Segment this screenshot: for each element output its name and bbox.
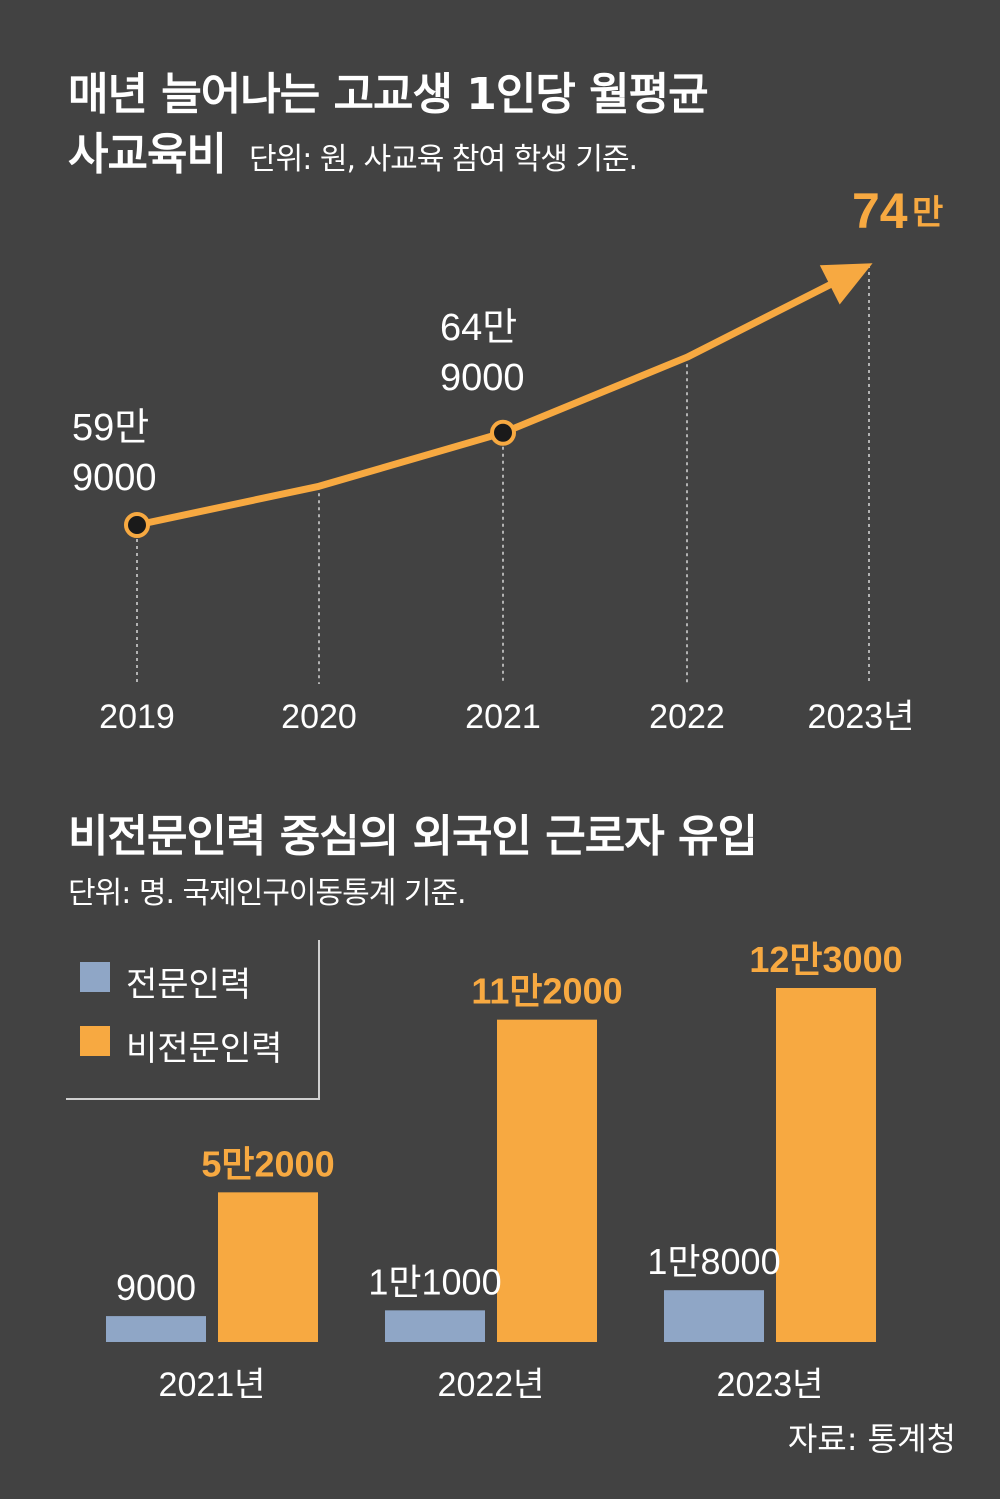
bar-x-tick-label-0: 2021년 xyxy=(159,1366,266,1404)
line-chart: 2019 2020 2021 2022 2023년 59만 9000 64만 9000 74 만 xyxy=(72,183,943,736)
bar-value-label-professional-1: 1만1000 xyxy=(368,1261,501,1302)
bar-professional-2021년 xyxy=(106,1316,206,1342)
legend-divider-horizontal xyxy=(66,1098,320,1100)
x-tick-label-1: 2020 xyxy=(281,698,357,736)
x-tick-label-4: 2023년 xyxy=(808,698,915,736)
x-tick-label-2: 2021 xyxy=(465,698,541,736)
bar-professional-2023년 xyxy=(664,1290,764,1342)
x-tick-label-3: 2022 xyxy=(649,698,725,736)
bar-x-tick-label-2: 2023년 xyxy=(717,1366,824,1404)
bar-chart-unit: 단위: 명. 국제인구이동통계 기준. xyxy=(68,876,467,911)
x-tick-label-0: 2019 xyxy=(99,698,175,736)
bar-professional-2022년 xyxy=(385,1310,485,1342)
bar-chart-title: 비전문인력 중심의 외국인 근로자 유입 xyxy=(68,811,758,862)
legend-swatch-professional xyxy=(80,962,110,992)
point-label-2019-line0: 59만 xyxy=(72,407,149,449)
bar-nonprofessional-2022년 xyxy=(497,1019,597,1342)
source-credit: 자료: 통계청 xyxy=(787,1420,956,1458)
point-label-2023-number: 74 xyxy=(852,183,908,239)
bar-nonprofessional-2023년 xyxy=(776,988,876,1342)
legend-label-nonprofessional: 비전문인력 xyxy=(126,1029,283,1069)
legend-divider-vertical xyxy=(318,940,320,1100)
line-chart-unit: 단위: 원, 사교육 참여 학생 기준. xyxy=(249,142,638,177)
data-point-2019 xyxy=(124,512,150,538)
bar-value-label-nonprofessional-2: 12만3000 xyxy=(749,939,902,980)
legend-label-professional: 전문인력 xyxy=(126,965,252,1005)
line-chart-title-line1: 매년 늘어나는 고교생 1인당 월평균 xyxy=(68,69,709,120)
data-point-2021 xyxy=(490,419,516,446)
bar-nonprofessional-2021년 xyxy=(218,1192,318,1342)
bar-x-tick-label-1: 2022년 xyxy=(438,1366,545,1404)
arrow-head xyxy=(819,263,873,305)
bar-value-label-nonprofessional-0: 5만2000 xyxy=(201,1143,334,1184)
point-label-2023-unit: 만 xyxy=(912,193,943,233)
line-chart-title-row: 사교육비 단위: 원, 사교육 참여 학생 기준. xyxy=(68,118,638,182)
bar-value-label-nonprofessional-1: 11만2000 xyxy=(471,971,622,1012)
point-label-2021-line1: 9000 xyxy=(440,357,525,399)
bar-value-label-professional-0: 9000 xyxy=(116,1267,196,1308)
point-label-2019-line1: 9000 xyxy=(72,457,157,499)
legend-swatch-nonprofessional xyxy=(80,1026,110,1056)
bar-value-label-professional-2: 1만8000 xyxy=(647,1241,780,1282)
line-chart-title-line2: 사교육비 xyxy=(68,129,227,180)
point-label-2021-line0: 64만 xyxy=(440,307,517,349)
